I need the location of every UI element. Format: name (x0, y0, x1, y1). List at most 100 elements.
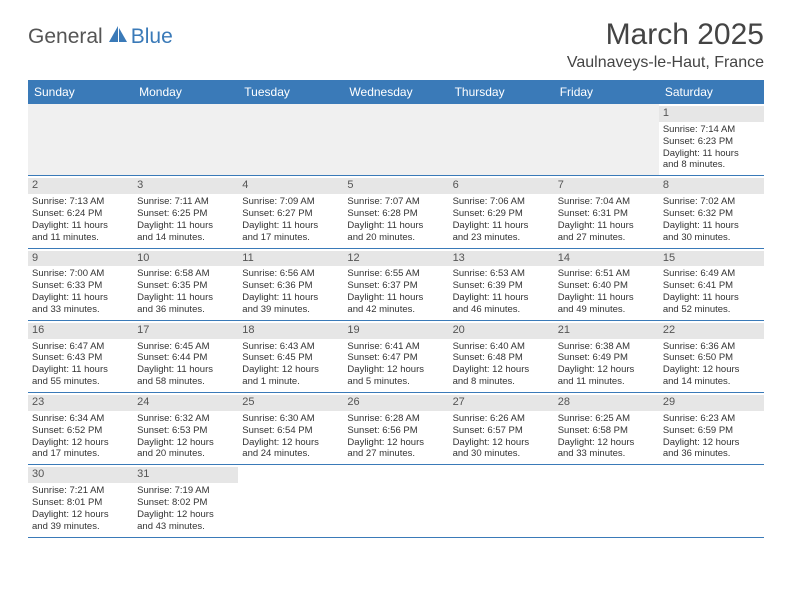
day-cell: 25Sunrise: 6:30 AMSunset: 6:54 PMDayligh… (238, 393, 343, 464)
day-detail: Daylight: 12 hours (242, 437, 339, 449)
day-detail: Daylight: 11 hours (347, 292, 444, 304)
weekday-header: Thursday (449, 80, 554, 104)
day-number: 31 (133, 467, 238, 483)
location: Vaulnaveys-le-Haut, France (567, 54, 764, 72)
day-detail: and 11 minutes. (32, 232, 129, 244)
day-cell: 9Sunrise: 7:00 AMSunset: 6:33 PMDaylight… (28, 249, 133, 320)
day-detail: Sunset: 6:37 PM (347, 280, 444, 292)
day-detail: and 52 minutes. (663, 304, 760, 316)
day-detail: Sunset: 6:28 PM (347, 208, 444, 220)
day-detail: Daylight: 12 hours (347, 364, 444, 376)
day-detail: Sunset: 6:36 PM (242, 280, 339, 292)
day-detail: Daylight: 11 hours (242, 292, 339, 304)
day-detail: Daylight: 12 hours (32, 437, 129, 449)
day-number: 27 (449, 395, 554, 411)
day-detail: Sunrise: 6:51 AM (558, 268, 655, 280)
day-number: 11 (238, 251, 343, 267)
day-detail: Sunrise: 6:56 AM (242, 268, 339, 280)
day-detail: Sunrise: 7:21 AM (32, 485, 129, 497)
day-detail: Sunset: 6:53 PM (137, 425, 234, 437)
day-detail: Sunset: 6:44 PM (137, 352, 234, 364)
day-detail: Daylight: 11 hours (558, 292, 655, 304)
day-detail: Daylight: 12 hours (137, 437, 234, 449)
day-detail: Sunset: 6:31 PM (558, 208, 655, 220)
day-detail: Sunrise: 7:06 AM (453, 196, 550, 208)
day-detail: Sunset: 6:54 PM (242, 425, 339, 437)
day-detail: Daylight: 12 hours (453, 437, 550, 449)
day-detail: Daylight: 12 hours (242, 364, 339, 376)
day-detail: Sunrise: 6:41 AM (347, 341, 444, 353)
day-detail: Sunrise: 6:49 AM (663, 268, 760, 280)
day-detail: Daylight: 11 hours (242, 220, 339, 232)
day-number: 12 (343, 251, 448, 267)
day-number: 8 (659, 178, 764, 194)
day-detail: and 8 minutes. (453, 376, 550, 388)
week-row: 23Sunrise: 6:34 AMSunset: 6:52 PMDayligh… (28, 393, 764, 465)
day-cell: 1Sunrise: 7:14 AMSunset: 6:23 PMDaylight… (659, 104, 764, 175)
day-detail: and 20 minutes. (137, 448, 234, 460)
day-number: 7 (554, 178, 659, 194)
weekday-header: Sunday (28, 80, 133, 104)
day-number: 2 (28, 178, 133, 194)
day-number: 29 (659, 395, 764, 411)
day-number: 26 (343, 395, 448, 411)
day-cell (343, 465, 448, 536)
day-detail: Daylight: 12 hours (32, 509, 129, 521)
day-cell: 29Sunrise: 6:23 AMSunset: 6:59 PMDayligh… (659, 393, 764, 464)
day-number: 25 (238, 395, 343, 411)
day-detail: Sunset: 6:58 PM (558, 425, 655, 437)
day-detail: Daylight: 11 hours (663, 148, 760, 160)
day-number: 13 (449, 251, 554, 267)
day-cell (449, 465, 554, 536)
day-cell: 2Sunrise: 7:13 AMSunset: 6:24 PMDaylight… (28, 176, 133, 247)
day-detail: Sunset: 6:56 PM (347, 425, 444, 437)
day-cell (238, 465, 343, 536)
day-detail: and 33 minutes. (558, 448, 655, 460)
day-detail: Sunset: 8:02 PM (137, 497, 234, 509)
day-detail: Sunrise: 7:00 AM (32, 268, 129, 280)
day-cell: 10Sunrise: 6:58 AMSunset: 6:35 PMDayligh… (133, 249, 238, 320)
day-detail: Sunset: 6:32 PM (663, 208, 760, 220)
day-cell: 31Sunrise: 7:19 AMSunset: 8:02 PMDayligh… (133, 465, 238, 536)
logo: General Blue (28, 24, 173, 49)
day-detail: Sunset: 6:52 PM (32, 425, 129, 437)
day-detail: Sunrise: 6:25 AM (558, 413, 655, 425)
day-number: 9 (28, 251, 133, 267)
day-detail: and 5 minutes. (347, 376, 444, 388)
day-cell: 23Sunrise: 6:34 AMSunset: 6:52 PMDayligh… (28, 393, 133, 464)
week-row: 9Sunrise: 7:00 AMSunset: 6:33 PMDaylight… (28, 249, 764, 321)
day-detail: Daylight: 11 hours (663, 292, 760, 304)
header: General Blue March 2025 Vaulnaveys-le-Ha… (28, 18, 764, 72)
day-cell: 21Sunrise: 6:38 AMSunset: 6:49 PMDayligh… (554, 321, 659, 392)
day-number: 4 (238, 178, 343, 194)
day-cell (238, 104, 343, 175)
day-cell (343, 104, 448, 175)
weekday-header: Wednesday (343, 80, 448, 104)
day-detail: Sunset: 6:49 PM (558, 352, 655, 364)
day-detail: Sunrise: 7:04 AM (558, 196, 655, 208)
day-detail: Sunrise: 7:07 AM (347, 196, 444, 208)
day-detail: Sunrise: 6:55 AM (347, 268, 444, 280)
day-cell: 17Sunrise: 6:45 AMSunset: 6:44 PMDayligh… (133, 321, 238, 392)
day-detail: Sunrise: 6:32 AM (137, 413, 234, 425)
day-detail: Daylight: 12 hours (558, 437, 655, 449)
day-detail: Sunset: 6:23 PM (663, 136, 760, 148)
day-detail: Sunrise: 6:23 AM (663, 413, 760, 425)
day-number: 14 (554, 251, 659, 267)
day-number: 23 (28, 395, 133, 411)
day-number: 10 (133, 251, 238, 267)
day-cell (554, 465, 659, 536)
day-cell: 20Sunrise: 6:40 AMSunset: 6:48 PMDayligh… (449, 321, 554, 392)
day-cell: 27Sunrise: 6:26 AMSunset: 6:57 PMDayligh… (449, 393, 554, 464)
day-cell (449, 104, 554, 175)
day-number: 17 (133, 323, 238, 339)
day-detail: and 27 minutes. (558, 232, 655, 244)
weekday-header: Saturday (659, 80, 764, 104)
day-number: 22 (659, 323, 764, 339)
title-block: March 2025 Vaulnaveys-le-Haut, France (567, 18, 764, 72)
week-row: 1Sunrise: 7:14 AMSunset: 6:23 PMDaylight… (28, 104, 764, 176)
week-row: 2Sunrise: 7:13 AMSunset: 6:24 PMDaylight… (28, 176, 764, 248)
day-cell: 30Sunrise: 7:21 AMSunset: 8:01 PMDayligh… (28, 465, 133, 536)
day-detail: Sunset: 6:25 PM (137, 208, 234, 220)
day-detail: Sunrise: 6:36 AM (663, 341, 760, 353)
